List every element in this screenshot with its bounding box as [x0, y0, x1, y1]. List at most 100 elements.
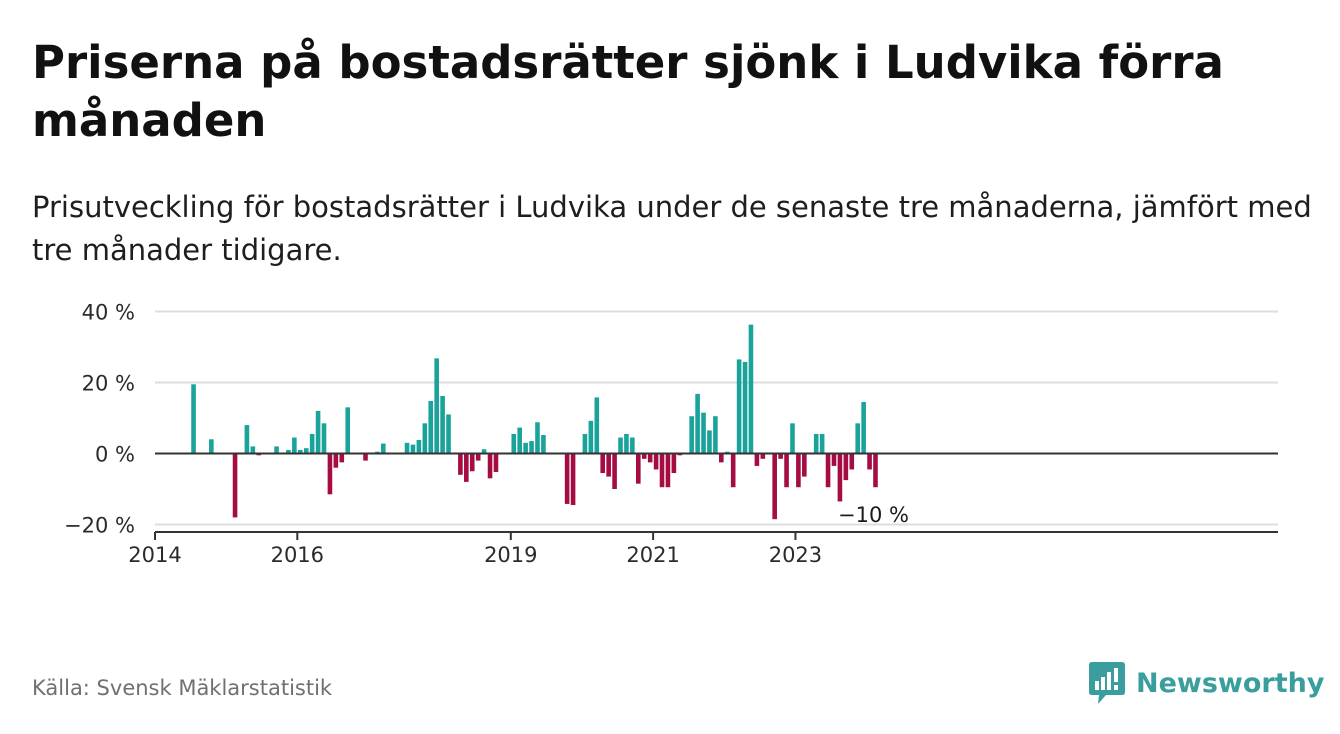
y-axis-labels: 40 % 20 % 0 % −20 % [64, 301, 135, 538]
bar [760, 453, 766, 459]
bar [535, 422, 540, 454]
newsworthy-logo-icon [1089, 662, 1125, 704]
bar [292, 437, 297, 454]
bar [250, 446, 256, 454]
bar [428, 400, 434, 454]
bar [588, 420, 594, 454]
bar [286, 449, 291, 454]
bar [612, 453, 617, 489]
bar [636, 453, 641, 484]
bar [624, 433, 629, 454]
bar [689, 416, 694, 454]
bar [618, 437, 623, 454]
bar [600, 453, 606, 474]
bar [404, 442, 410, 454]
axes [155, 452, 1278, 533]
bar [873, 453, 878, 488]
bar [315, 410, 321, 454]
bar [831, 453, 837, 466]
bar [333, 453, 339, 468]
bar [730, 453, 736, 488]
bar [327, 453, 333, 495]
bar [244, 425, 250, 454]
x-tick-label: 2016 [271, 543, 324, 567]
bar [440, 395, 445, 454]
bar [659, 453, 665, 488]
bar [274, 446, 279, 454]
y-tick-label: 40 % [82, 301, 135, 325]
bar [446, 414, 451, 454]
bar [345, 407, 351, 454]
bar [487, 453, 493, 479]
bar [297, 449, 303, 454]
bar [719, 453, 724, 463]
bar [434, 358, 439, 454]
bar [819, 433, 825, 454]
bar [665, 453, 671, 488]
chart-title: Priserna på bostadsrätter sjönk i Ludvik… [32, 36, 1224, 147]
bar [713, 416, 718, 454]
bar [517, 427, 522, 454]
bar [303, 448, 309, 454]
bar [855, 423, 860, 454]
bar [701, 412, 706, 454]
bar [321, 423, 327, 454]
brand-name: Newsworthy [1136, 667, 1325, 699]
bar [541, 435, 546, 454]
bars [191, 324, 878, 520]
bar [191, 384, 196, 454]
bar [641, 453, 647, 459]
bar [309, 433, 315, 454]
bar [748, 324, 754, 454]
bar [653, 453, 659, 470]
bar [523, 442, 528, 454]
bar [481, 449, 487, 454]
bar [410, 444, 416, 454]
bar [707, 430, 712, 454]
bar [825, 453, 831, 488]
newsworthy-logo: Newsworthy [1088, 660, 1324, 706]
bar [867, 453, 872, 470]
bar [422, 423, 428, 454]
bar [363, 453, 368, 461]
bar [381, 443, 386, 454]
bar [630, 437, 635, 454]
bar [736, 359, 742, 454]
bar [695, 393, 700, 454]
bar [582, 433, 588, 454]
bar [861, 402, 866, 454]
bar [564, 453, 570, 504]
y-tick-label: −20 % [64, 514, 135, 538]
bar [594, 397, 600, 454]
x-tick-label: 2014 [128, 543, 181, 567]
bar [843, 453, 849, 481]
bar [802, 453, 807, 477]
bar [784, 453, 789, 488]
bar [511, 433, 517, 454]
bar [475, 453, 481, 461]
bar [796, 453, 801, 488]
y-tick-label: 20 % [82, 372, 135, 396]
bar [493, 453, 499, 472]
x-tick-label: 2019 [484, 543, 537, 567]
x-tick-label: 2021 [626, 543, 679, 567]
grid-lines [155, 310, 1278, 526]
bar [849, 453, 855, 470]
bar [464, 453, 469, 482]
source-note: Källa: Svensk Mäklarstatistik [32, 676, 333, 700]
bar [339, 453, 345, 463]
y-tick-label: 0 % [95, 443, 135, 467]
bar-chart: 40 % 20 % 0 % −20 % 2014 2016 2019 2021 2023 −1… [64, 301, 1278, 567]
bar [606, 453, 611, 477]
bar [790, 423, 795, 454]
bar [529, 441, 534, 454]
bar [570, 453, 576, 505]
x-tick-label: 2023 [769, 543, 822, 567]
bar [209, 439, 214, 454]
bar [232, 453, 238, 518]
bar [772, 453, 777, 520]
bar [671, 453, 677, 474]
bar [754, 453, 760, 466]
x-axis-labels: 2014 2016 2019 2021 2023 [128, 532, 822, 567]
bar [458, 453, 463, 475]
